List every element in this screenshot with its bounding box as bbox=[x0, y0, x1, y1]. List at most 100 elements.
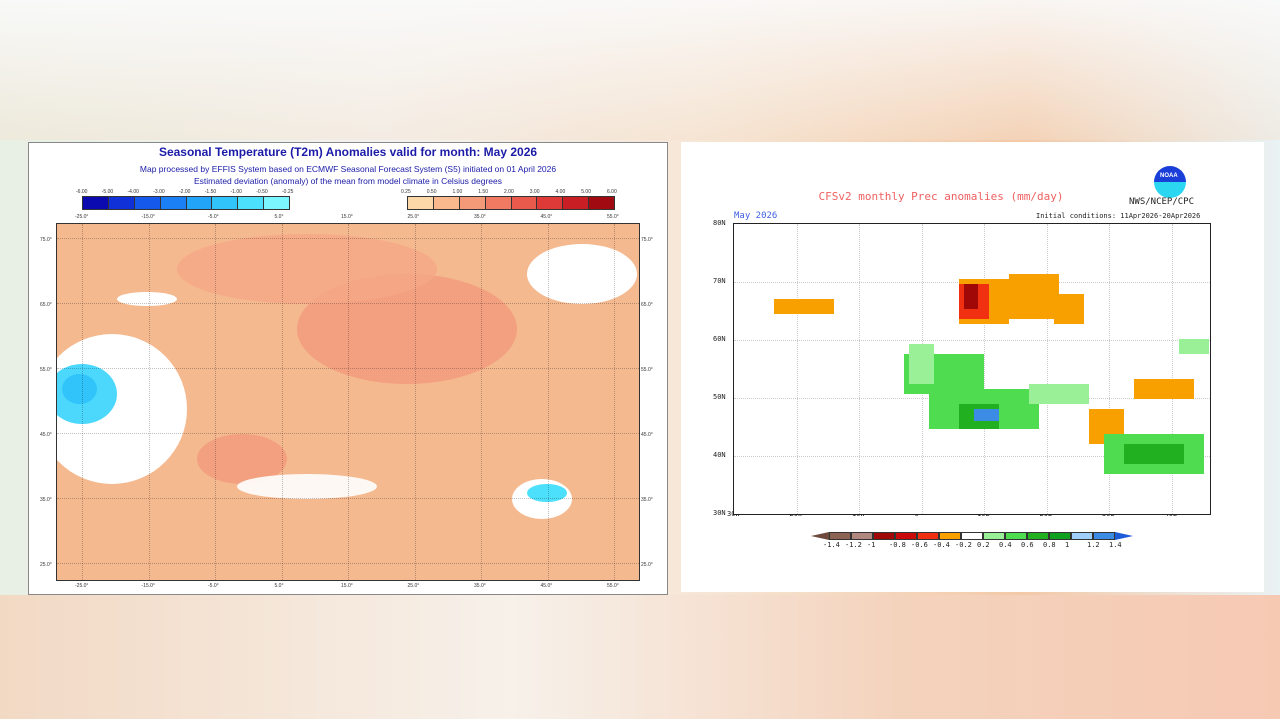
background-blur-top bbox=[0, 0, 1280, 140]
cool-anomaly-atlantic-core bbox=[62, 374, 97, 404]
pos-colorbar-label: 6.00 bbox=[607, 189, 617, 195]
longitude-label: 45.0° bbox=[540, 583, 553, 589]
positive-colorbar bbox=[407, 196, 615, 210]
pos-colorbar-label: 5.00 bbox=[581, 189, 591, 195]
precip-colorbar-swatch bbox=[1005, 532, 1027, 540]
latitude-label: 35.0° bbox=[641, 497, 653, 503]
precip-anomaly-patch bbox=[1134, 379, 1194, 399]
latitude-label: 25.0° bbox=[40, 562, 52, 568]
precip-colorbar-label: 0.4 bbox=[999, 541, 1012, 549]
meridian-gridline bbox=[1171, 224, 1173, 514]
precip-colorbar-label: 0.8 bbox=[1043, 541, 1056, 549]
latitude-label: 65.0° bbox=[641, 302, 653, 308]
latitude-label: 45.0° bbox=[641, 432, 653, 438]
neg-colorbar-label: -2.00 bbox=[179, 189, 191, 195]
precip-colorbar-label: -0.2 bbox=[955, 541, 972, 549]
precip-colorbar-swatch bbox=[917, 532, 939, 540]
neg-colorbar-label: -1.00 bbox=[230, 189, 242, 195]
longitude-label: -25.0° bbox=[75, 583, 89, 589]
left-map-title: Seasonal Temperature (T2m) Anomalies val… bbox=[158, 145, 538, 159]
longitude-label: 15.0° bbox=[341, 583, 353, 589]
longitude-label: -5.0° bbox=[208, 583, 219, 589]
latitude-label: 45.0° bbox=[40, 432, 52, 438]
precip-anomaly-patch bbox=[1179, 339, 1209, 354]
precip-colorbar-swatch bbox=[873, 532, 895, 540]
longitude-label: 25.0° bbox=[407, 583, 420, 589]
parallel-gridline bbox=[734, 456, 1210, 457]
left-map-subtitle-1: Map processed by EFFIS System based on E… bbox=[139, 164, 557, 174]
longitude-label: 55.0° bbox=[607, 583, 619, 589]
neg-colorbar-swatch bbox=[108, 197, 135, 209]
neutral-area-arctic bbox=[527, 244, 637, 304]
neg-colorbar-swatch bbox=[264, 197, 289, 209]
precip-colorbar-swatch bbox=[1093, 532, 1115, 540]
precip-anomaly-patch bbox=[1124, 444, 1184, 464]
pos-colorbar-label: 1.00 bbox=[452, 189, 463, 195]
temperature-map bbox=[56, 223, 640, 581]
pos-colorbar-swatch bbox=[459, 197, 486, 209]
meridian-gridline bbox=[859, 224, 860, 514]
neg-colorbar-swatch bbox=[83, 197, 109, 209]
precip-colorbar-swatch bbox=[851, 532, 873, 540]
month-label: May 2026 bbox=[734, 211, 778, 221]
neg-colorbar-swatch bbox=[212, 197, 239, 209]
meridian-gridline bbox=[796, 224, 798, 514]
precip-colorbar-swatch bbox=[1049, 532, 1071, 540]
left-map-subtitle-2: Estimated deviation (anomaly) of the mea… bbox=[193, 176, 503, 186]
latitude-label: 35.0° bbox=[40, 497, 52, 503]
latitude-label: 65.0° bbox=[40, 302, 52, 308]
meridian-gridline bbox=[547, 224, 549, 580]
longitude-label: -25.0° bbox=[75, 214, 89, 220]
mediterranean-neutral bbox=[237, 474, 377, 499]
pos-colorbar-label: 3.00 bbox=[529, 189, 540, 195]
precip-colorbar-label: 0.2 bbox=[977, 541, 990, 549]
precip-colorbar-swatch bbox=[939, 532, 961, 540]
latitude-label: 70N bbox=[713, 277, 726, 285]
precip-colorbar-label: -0.6 bbox=[911, 541, 928, 549]
precip-anomaly-patch bbox=[1029, 384, 1089, 404]
pos-colorbar-swatch bbox=[433, 197, 460, 209]
pos-colorbar-label: 1.50 bbox=[478, 189, 488, 195]
precip-colorbar-swatch bbox=[983, 532, 1005, 540]
meridian-gridline bbox=[148, 224, 150, 580]
precip-colorbar-swatch bbox=[961, 532, 983, 540]
meridian-gridline bbox=[281, 224, 283, 580]
latitude-label: 50N bbox=[713, 393, 726, 401]
pos-colorbar-label: 0.50 bbox=[426, 189, 437, 195]
neg-colorbar-label: -0.50 bbox=[256, 189, 268, 195]
precip-colorbar-swatch bbox=[1071, 532, 1093, 540]
longitude-label: 5.0° bbox=[274, 583, 284, 589]
precipitation-anomaly-map-panel: CFSv2 monthly Prec anomalies (mm/day) NO… bbox=[681, 142, 1264, 592]
agency-label: NWS/NCEP/CPC bbox=[1129, 197, 1195, 207]
pos-colorbar-swatch bbox=[511, 197, 538, 209]
precip-anomaly-patch bbox=[1054, 294, 1084, 324]
background-blur-bottom bbox=[0, 595, 1280, 719]
precip-colorbar-swatch bbox=[895, 532, 917, 540]
meridian-gridline bbox=[1046, 224, 1048, 514]
precip-anomaly-patch bbox=[1009, 274, 1059, 319]
noaa-logo: NOAA bbox=[1154, 166, 1186, 198]
iceland bbox=[117, 292, 177, 306]
precipitation-map bbox=[733, 223, 1211, 515]
precip-anomaly-patch bbox=[974, 409, 999, 421]
parallel-gridline bbox=[57, 433, 639, 434]
parallel-gridline bbox=[57, 563, 639, 564]
precip-colorbar-label: -1 bbox=[867, 541, 876, 549]
longitude-label: 25.0° bbox=[407, 214, 420, 220]
neg-colorbar-label: -4.00 bbox=[127, 189, 139, 195]
neg-colorbar-label: -6.00 bbox=[76, 189, 88, 195]
meridian-gridline bbox=[481, 224, 482, 580]
pos-colorbar-label: 4.00 bbox=[555, 189, 566, 195]
latitude-label: 25.0° bbox=[641, 562, 653, 568]
negative-colorbar bbox=[82, 196, 290, 210]
latitude-label: 55.0° bbox=[40, 367, 52, 373]
meridian-gridline bbox=[215, 224, 216, 580]
neg-colorbar-label: -3.00 bbox=[153, 189, 165, 195]
warm-anomaly-north-atlantic bbox=[177, 234, 437, 304]
neg-colorbar-swatch bbox=[134, 197, 161, 209]
pos-colorbar-swatch bbox=[485, 197, 512, 209]
longitude-label: 35.0° bbox=[474, 214, 486, 220]
initial-conditions-label: Initial conditions: 11Apr2026-20Apr2026 bbox=[1036, 212, 1201, 220]
temperature-anomaly-map-panel: Seasonal Temperature (T2m) Anomalies val… bbox=[28, 142, 668, 595]
neg-colorbar-label: -1.50 bbox=[204, 189, 217, 195]
